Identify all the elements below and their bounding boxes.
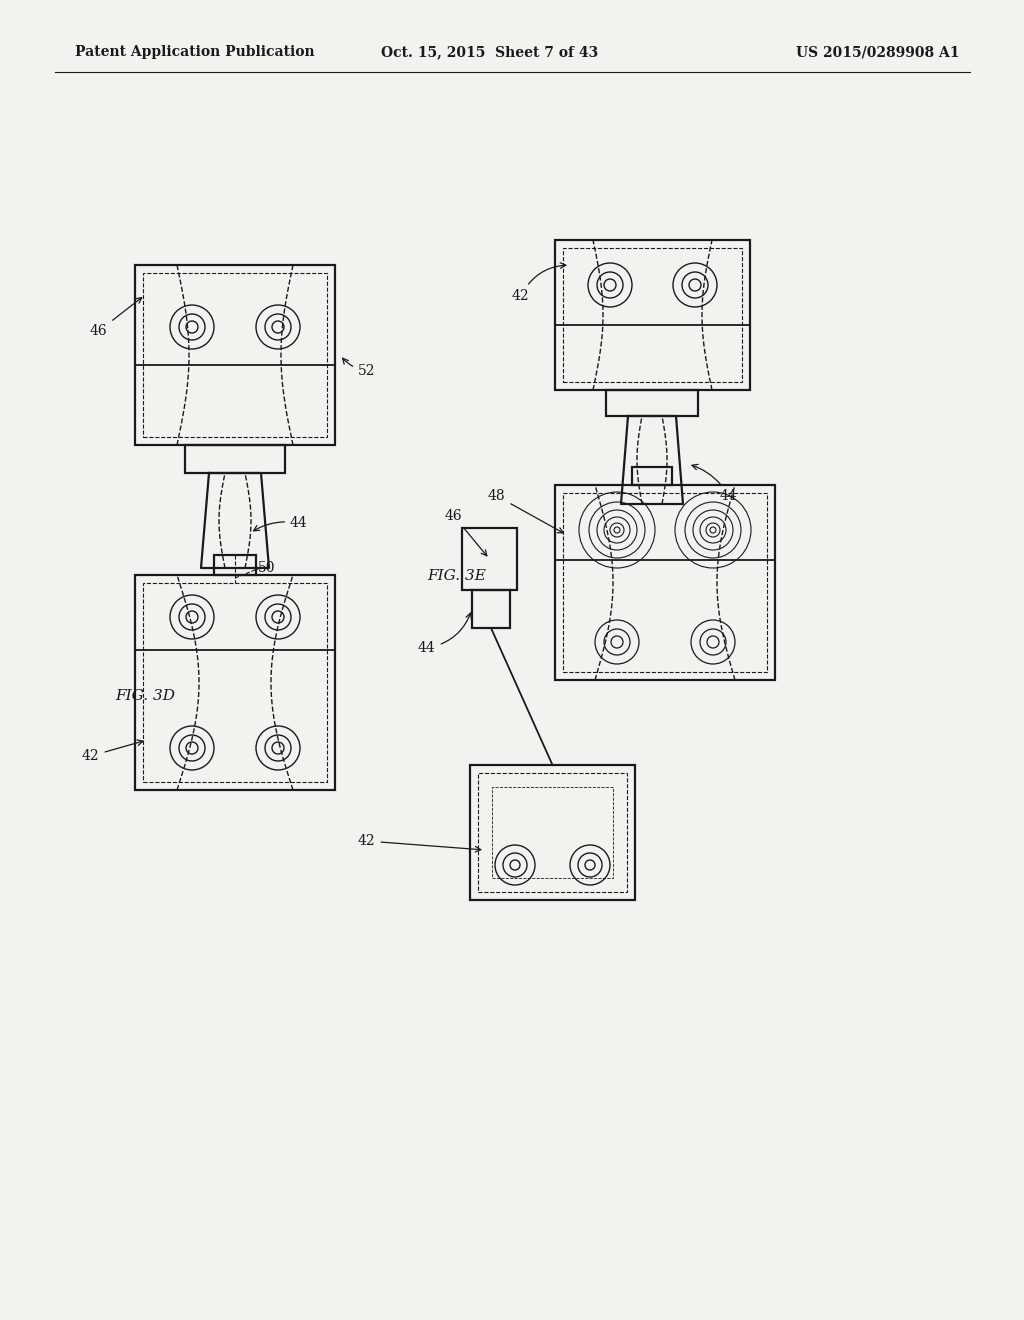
- Bar: [143, 273, 327, 437]
- Bar: [555, 484, 775, 680]
- Bar: [214, 554, 256, 576]
- Bar: [606, 389, 698, 416]
- Bar: [143, 583, 327, 781]
- Bar: [135, 576, 335, 789]
- Text: 44: 44: [254, 516, 308, 531]
- Bar: [492, 787, 613, 878]
- Text: 52: 52: [343, 358, 376, 378]
- Text: 42: 42: [358, 834, 481, 851]
- Bar: [632, 467, 672, 484]
- Text: 42: 42: [82, 741, 143, 763]
- Text: FIG. 3D: FIG. 3D: [115, 689, 175, 704]
- Bar: [555, 240, 750, 389]
- Text: 46: 46: [445, 510, 486, 556]
- Text: 50: 50: [258, 561, 275, 576]
- Text: Patent Application Publication: Patent Application Publication: [75, 45, 314, 59]
- Text: FIG. 3E: FIG. 3E: [427, 569, 485, 583]
- Bar: [135, 265, 335, 445]
- Bar: [470, 766, 635, 900]
- Bar: [478, 774, 627, 892]
- Text: 42: 42: [512, 263, 566, 304]
- Text: 48: 48: [488, 488, 563, 533]
- Bar: [472, 590, 510, 628]
- Text: 46: 46: [90, 297, 141, 338]
- Bar: [462, 528, 517, 590]
- Text: 44: 44: [418, 612, 471, 655]
- Bar: [563, 248, 742, 381]
- Bar: [563, 492, 767, 672]
- Text: Oct. 15, 2015  Sheet 7 of 43: Oct. 15, 2015 Sheet 7 of 43: [381, 45, 599, 59]
- Text: US 2015/0289908 A1: US 2015/0289908 A1: [797, 45, 961, 59]
- Text: 44: 44: [692, 465, 737, 503]
- Bar: [185, 445, 285, 473]
